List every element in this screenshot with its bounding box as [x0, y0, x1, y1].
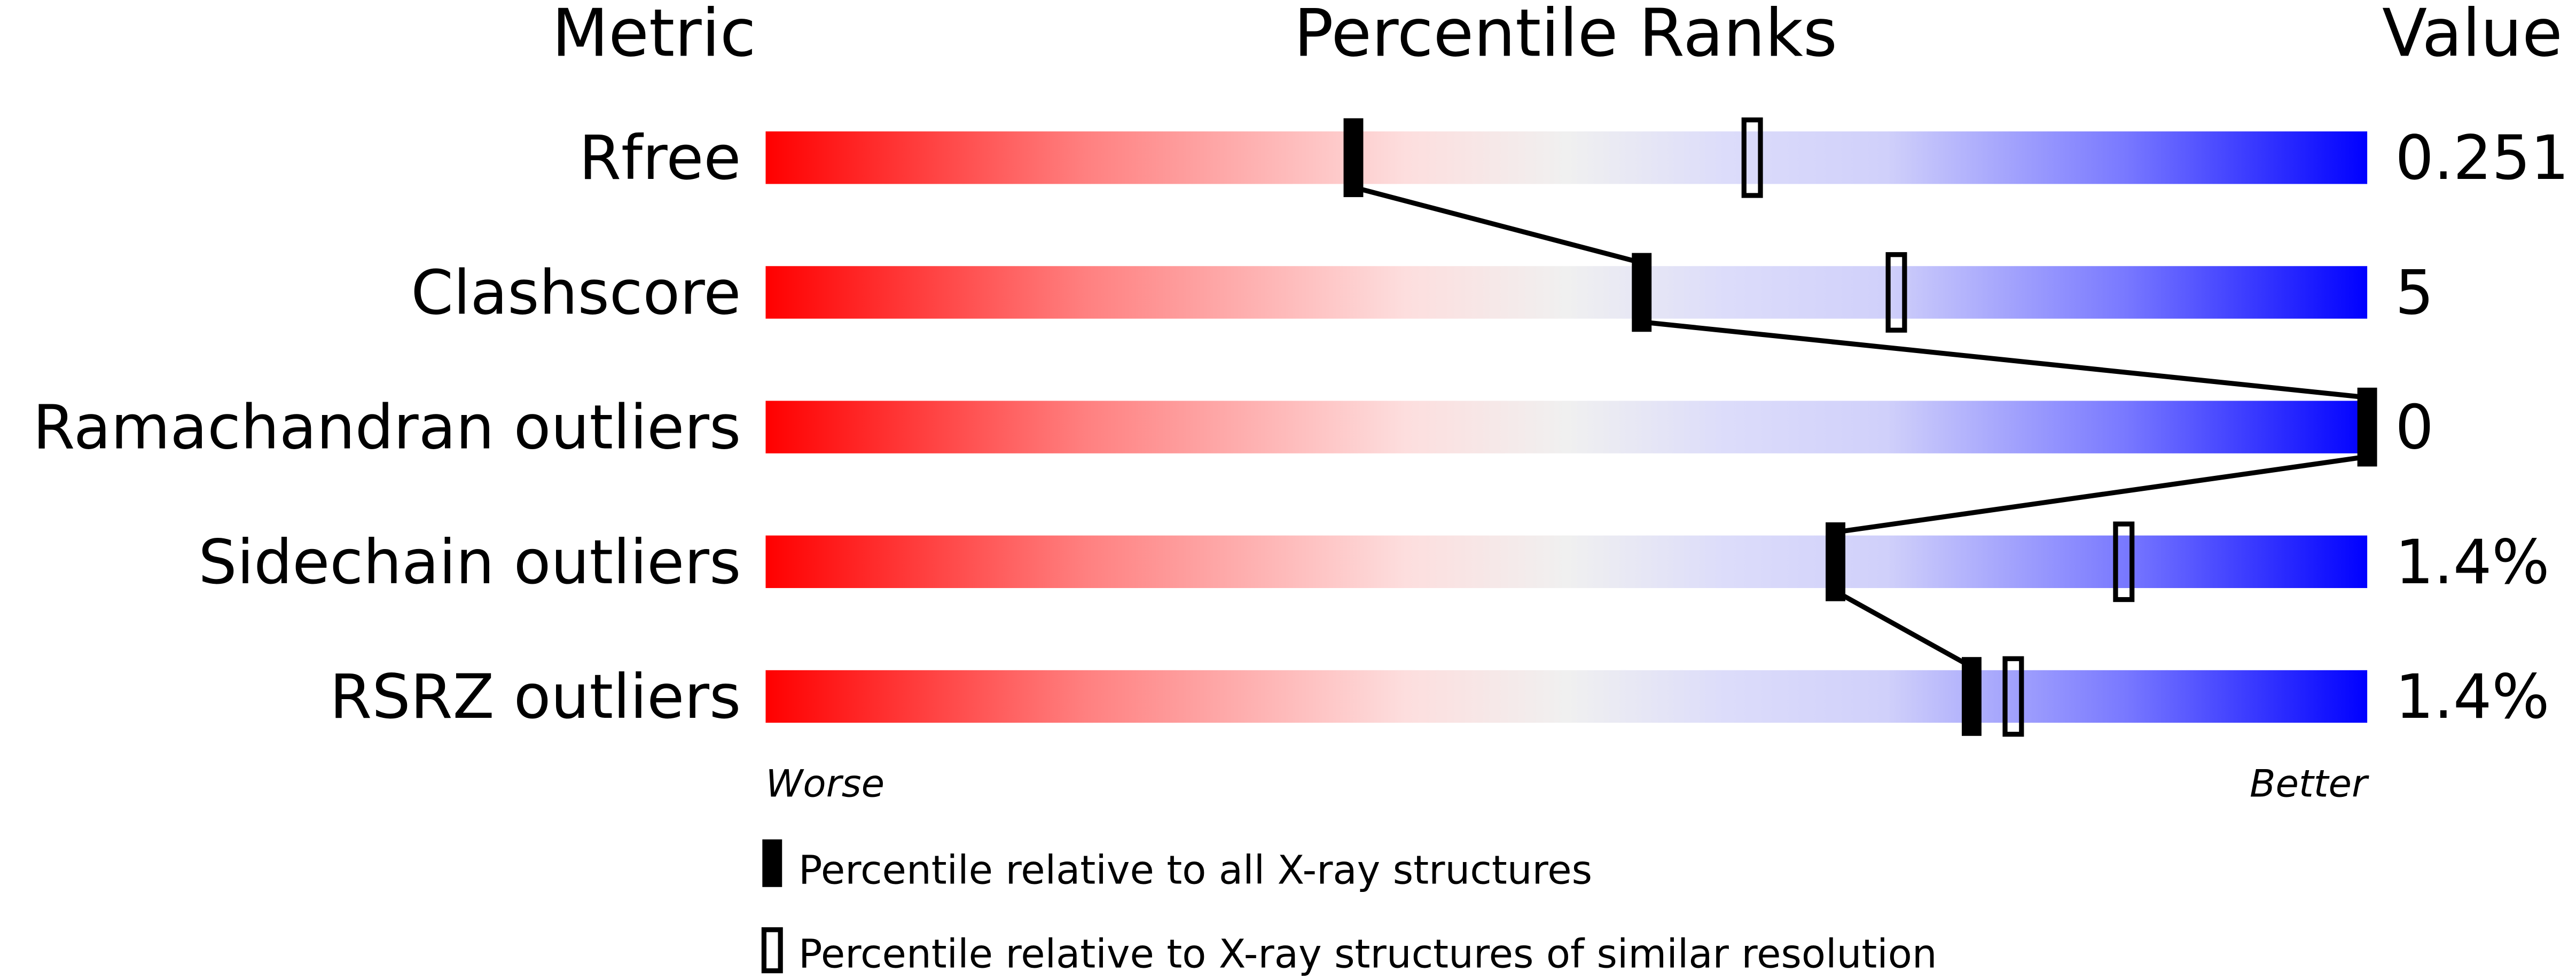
worse-label: Worse [765, 762, 884, 806]
percentile-bar [765, 266, 2368, 319]
better-label: Better [2250, 762, 2369, 806]
legend-similar-label: Percentile relative to X-ray structures … [798, 931, 1937, 977]
marker-all-structures [2357, 387, 2377, 467]
metric-value: 1.4% [2395, 661, 2549, 732]
metric-value: 0.251 [2395, 122, 2569, 193]
connector-line [1834, 589, 1973, 669]
metric-value: 1.4% [2395, 527, 2549, 598]
legend-all-label: Percentile relative to all X-ray structu… [798, 848, 1592, 894]
metric-value: 5 [2395, 257, 2433, 328]
metric-label: RSRZ outliers [330, 661, 741, 732]
legend-filled-marker-icon [762, 839, 782, 887]
connector-line [1352, 185, 1642, 265]
marker-similar-resolution [2113, 521, 2135, 602]
marker-all-structures [1632, 253, 1652, 332]
percentile-bar [765, 131, 2368, 184]
metric-value: 0 [2395, 392, 2433, 463]
percentile-bar [765, 401, 2368, 453]
legend-open-marker-icon [761, 927, 783, 974]
header-value: Value [2382, 0, 2563, 72]
connector-line [1835, 454, 2368, 535]
marker-all-structures [1343, 118, 1364, 198]
marker-similar-resolution [2002, 656, 2024, 737]
metric-label: Sidechain outliers [198, 527, 741, 598]
connector-line [1641, 319, 2368, 400]
header-percentile-ranks: Percentile Ranks [1294, 0, 1837, 72]
header-metric: Metric [552, 0, 756, 72]
marker-all-structures [1826, 522, 1846, 601]
metric-label: Clashscore [411, 257, 741, 328]
marker-similar-resolution [1885, 252, 1907, 333]
percentile-bar [765, 535, 2368, 589]
marker-all-structures [1961, 657, 1982, 736]
percentile-bar [765, 670, 2368, 723]
metric-label: Rfree [579, 122, 741, 193]
metric-label: Ramachandran outliers [33, 392, 741, 463]
marker-similar-resolution [1741, 117, 1763, 198]
